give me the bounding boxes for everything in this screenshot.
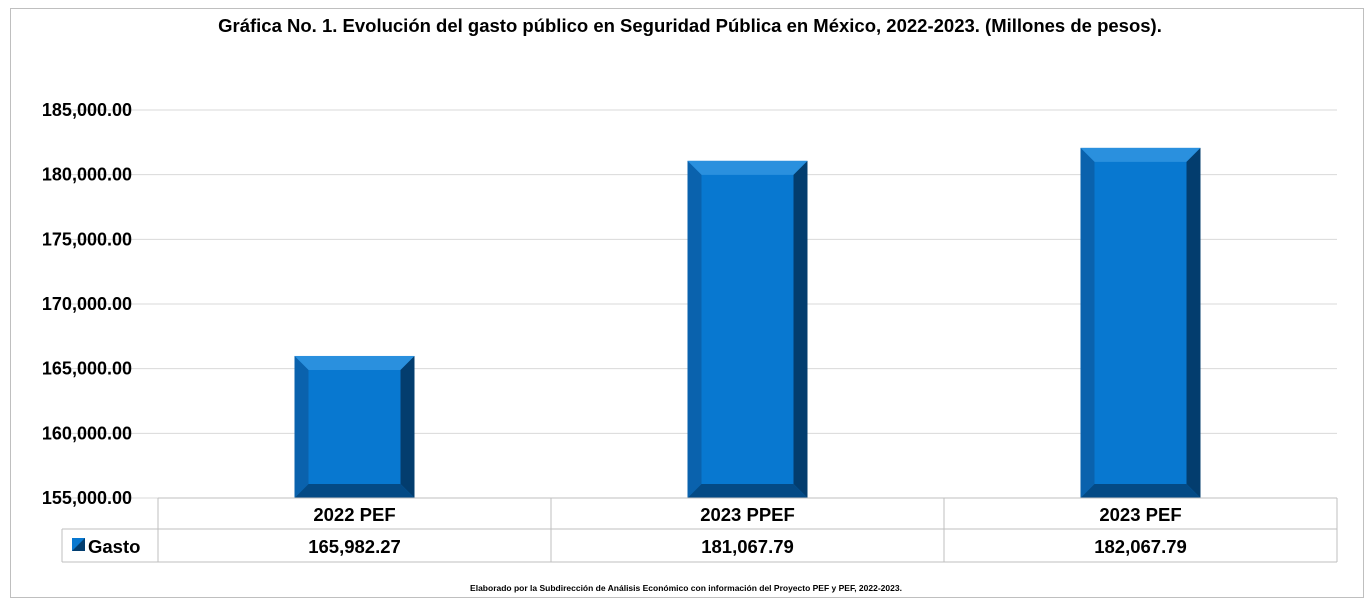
bar-top-bevel <box>1080 147 1201 162</box>
x-category-label: 2023 PPEF <box>700 504 795 525</box>
data-table: 2022 PEF 165,982.27 2023 PPEF 181,067.79 202… <box>61 497 1338 563</box>
bar-bottom-bevel <box>294 484 415 498</box>
bar-bottom-bevel <box>687 484 808 498</box>
y-tick-label: 185,000.00 <box>42 100 132 120</box>
data-table-value: 182,067.79 <box>1094 536 1187 557</box>
x-category-label: 2022 PEF <box>313 504 395 525</box>
bar <box>294 355 415 498</box>
bar <box>1080 147 1201 498</box>
y-tick-label: 180,000.00 <box>42 165 132 185</box>
bar-left-bevel <box>1080 147 1095 498</box>
bar-left-bevel <box>687 160 702 499</box>
bar-top-bevel <box>294 355 415 370</box>
bar-right-bevel <box>400 355 415 498</box>
x-category-label: 2023 PEF <box>1099 504 1181 525</box>
data-table-value: 165,982.27 <box>308 536 401 557</box>
legend-series-name: Gasto <box>88 536 140 557</box>
bar <box>687 160 808 499</box>
y-axis-ticks: 155,000.00 160,000.00 165,000.00 170,000.00… <box>42 100 132 508</box>
bar-right-bevel <box>793 160 808 499</box>
bar-face <box>687 160 808 499</box>
legend-swatch-shade <box>72 538 85 551</box>
bar-face <box>294 355 415 498</box>
bar-top-bevel <box>687 160 808 175</box>
bar-left-bevel <box>294 355 309 498</box>
data-table-value: 181,067.79 <box>701 536 794 557</box>
bar-face <box>1080 147 1201 498</box>
bars <box>294 147 1201 499</box>
legend-key <box>72 538 85 551</box>
chart-title: Gráfica No. 1. Evolución del gasto públi… <box>218 15 1162 36</box>
y-tick-label: 165,000.00 <box>42 359 132 379</box>
y-tick-label: 170,000.00 <box>42 294 132 314</box>
bar-right-bevel <box>1186 147 1201 498</box>
y-tick-label: 155,000.00 <box>42 488 132 508</box>
y-tick-label: 175,000.00 <box>42 229 132 249</box>
bar-bottom-bevel <box>1080 484 1201 498</box>
source-note: Elaborado por la Subdirección de Análisi… <box>470 583 902 593</box>
y-tick-label: 160,000.00 <box>42 423 132 443</box>
